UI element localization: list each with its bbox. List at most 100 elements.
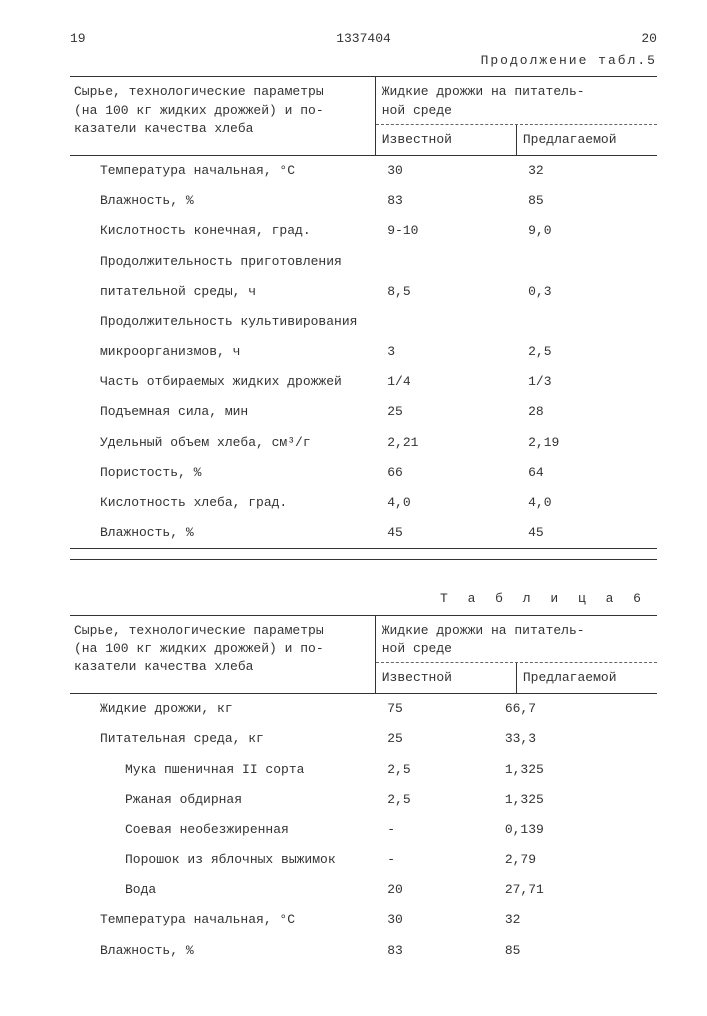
table-row: Температура начальная, °С3032: [70, 156, 657, 186]
row-value-known: 2,5: [375, 755, 493, 785]
row-label: Питательная среда, кг: [70, 724, 375, 754]
table6-title: Т а б л и ц а 6: [70, 590, 647, 608]
row-value-proposed: 85: [493, 936, 657, 966]
row-value-known: 20: [375, 875, 493, 905]
row-label: Соевая необезжиренная: [70, 815, 375, 845]
row-label: Продолжительность культивирования: [70, 307, 375, 337]
row-value-known: 83: [375, 186, 516, 216]
row-value-proposed: 27,71: [493, 875, 657, 905]
row-label: Влажность, %: [70, 518, 375, 549]
row-value-proposed: 1/3: [516, 367, 657, 397]
page-right-number: 20: [641, 30, 657, 48]
table5-header-left-line1: Сырье, технологические параметры: [74, 83, 371, 101]
row-value-proposed: [516, 247, 657, 277]
row-label: Продолжительность приготовления: [70, 247, 375, 277]
table6-header-left: Сырье, технологические параметры (на 100…: [70, 615, 375, 694]
row-value-known: [375, 307, 516, 337]
row-value-proposed: 0,3: [516, 277, 657, 307]
table-row: Питательная среда, кг2533,3: [70, 724, 657, 754]
row-value-known: 30: [375, 905, 493, 935]
row-label: микроорганизмов, ч: [70, 337, 375, 367]
row-label: Мука пшеничная II сорта: [70, 755, 375, 785]
row-value-proposed: 45: [516, 518, 657, 549]
row-value-known: 25: [375, 397, 516, 427]
row-label: Температура начальная, °С: [70, 156, 375, 186]
table-row: Влажность, %8385: [70, 936, 657, 966]
table-row: Продолжительность культивирования: [70, 307, 657, 337]
table6-header-left-line1: Сырье, технологические параметры: [74, 622, 371, 640]
row-value-known: 9-10: [375, 216, 516, 246]
table-row: Порошок из яблочных выжимок-2,79: [70, 845, 657, 875]
row-value-known: 3: [375, 337, 516, 367]
table-row: Подъемная сила, мин2528: [70, 397, 657, 427]
row-value-known: 66: [375, 458, 516, 488]
table5-continuation-label: Продолжение табл.5: [70, 52, 657, 70]
table-row: Мука пшеничная II сорта2,51,325: [70, 755, 657, 785]
row-label: Ржаная обдирная: [70, 785, 375, 815]
table6-header-left-line3: казатели качества хлеба: [74, 658, 371, 676]
row-label: Влажность, %: [70, 936, 375, 966]
table5-header-group: Жидкие дрожжи на питатель- ной среде Изв…: [375, 77, 657, 156]
row-value-known: 8,5: [375, 277, 516, 307]
row-value-proposed: 1,325: [493, 785, 657, 815]
row-label: Вода: [70, 875, 375, 905]
row-value-known: 2,5: [375, 785, 493, 815]
row-label: Влажность, %: [70, 186, 375, 216]
row-label: Кислотность конечная, град.: [70, 216, 375, 246]
table-row: микроорганизмов, ч32,5: [70, 337, 657, 367]
row-label: Пористость, %: [70, 458, 375, 488]
row-label: Подъемная сила, мин: [70, 397, 375, 427]
table5-header-group-line2: ной среде: [382, 102, 651, 120]
row-value-proposed: 0,139: [493, 815, 657, 845]
table5-subheader-known: Известной: [376, 125, 517, 155]
row-value-known: -: [375, 845, 493, 875]
table-row: Ржаная обдирная2,51,325: [70, 785, 657, 815]
row-value-proposed: 4,0: [516, 488, 657, 518]
row-value-known: [375, 247, 516, 277]
table-row: Кислотность конечная, град.9-109,0: [70, 216, 657, 246]
table-row: Вода2027,71: [70, 875, 657, 905]
table-row: Жидкие дрожжи, кг7566,7: [70, 694, 657, 724]
row-value-known: -: [375, 815, 493, 845]
table-6: Сырье, технологические параметры (на 100…: [70, 615, 657, 966]
row-value-known: 1/4: [375, 367, 516, 397]
table-row: Часть отбираемых жидких дрожжей1/41/3: [70, 367, 657, 397]
table5-subheader-proposed: Предлагаемой: [517, 125, 657, 155]
table-row: Температура начальная, °С3032: [70, 905, 657, 935]
table-row: Влажность, %8385: [70, 186, 657, 216]
page-header: 19 1337404 20: [70, 30, 657, 48]
row-value-proposed: 32: [516, 156, 657, 186]
row-value-proposed: 1,325: [493, 755, 657, 785]
table5-header-group-line1: Жидкие дрожжи на питатель-: [382, 83, 651, 101]
row-value-proposed: 64: [516, 458, 657, 488]
table-row: Влажность, %4545: [70, 518, 657, 549]
table5-header-left: Сырье, технологические параметры (на 100…: [70, 77, 375, 156]
table-5: Сырье, технологические параметры (на 100…: [70, 76, 657, 560]
document-number: 1337404: [336, 30, 391, 48]
table5-header-left-line2: (на 100 кг жидких дрожжей) и по-: [74, 102, 371, 120]
table-row: Удельный объем хлеба, см³/г2,212,19: [70, 428, 657, 458]
table-row: Соевая необезжиренная-0,139: [70, 815, 657, 845]
row-value-proposed: 33,3: [493, 724, 657, 754]
table6-header-group-line1: Жидкие дрожжи на питатель-: [382, 622, 651, 640]
row-label: Часть отбираемых жидких дрожжей: [70, 367, 375, 397]
page-left-number: 19: [70, 30, 86, 48]
row-value-known: 4,0: [375, 488, 516, 518]
row-value-proposed: [516, 307, 657, 337]
table-row: Кислотность хлеба, град.4,04,0: [70, 488, 657, 518]
table-row: Продолжительность приготовления: [70, 247, 657, 277]
row-value-known: 25: [375, 724, 493, 754]
table-row: Пористость, %6664: [70, 458, 657, 488]
row-label: Порошок из яблочных выжимок: [70, 845, 375, 875]
table6-header-left-line2: (на 100 кг жидких дрожжей) и по-: [74, 640, 371, 658]
row-value-proposed: 9,0: [516, 216, 657, 246]
row-value-known: 45: [375, 518, 516, 549]
row-value-known: 30: [375, 156, 516, 186]
row-label: Температура начальная, °С: [70, 905, 375, 935]
table5-header-row: Сырье, технологические параметры (на 100…: [70, 77, 657, 156]
row-value-proposed: 2,79: [493, 845, 657, 875]
table6-subheader-proposed: Предлагаемой: [517, 663, 657, 693]
table6-header-group-line2: ной среде: [382, 640, 651, 658]
table6-header-group: Жидкие дрожжи на питатель- ной среде Изв…: [375, 615, 657, 694]
row-value-proposed: 66,7: [493, 694, 657, 724]
